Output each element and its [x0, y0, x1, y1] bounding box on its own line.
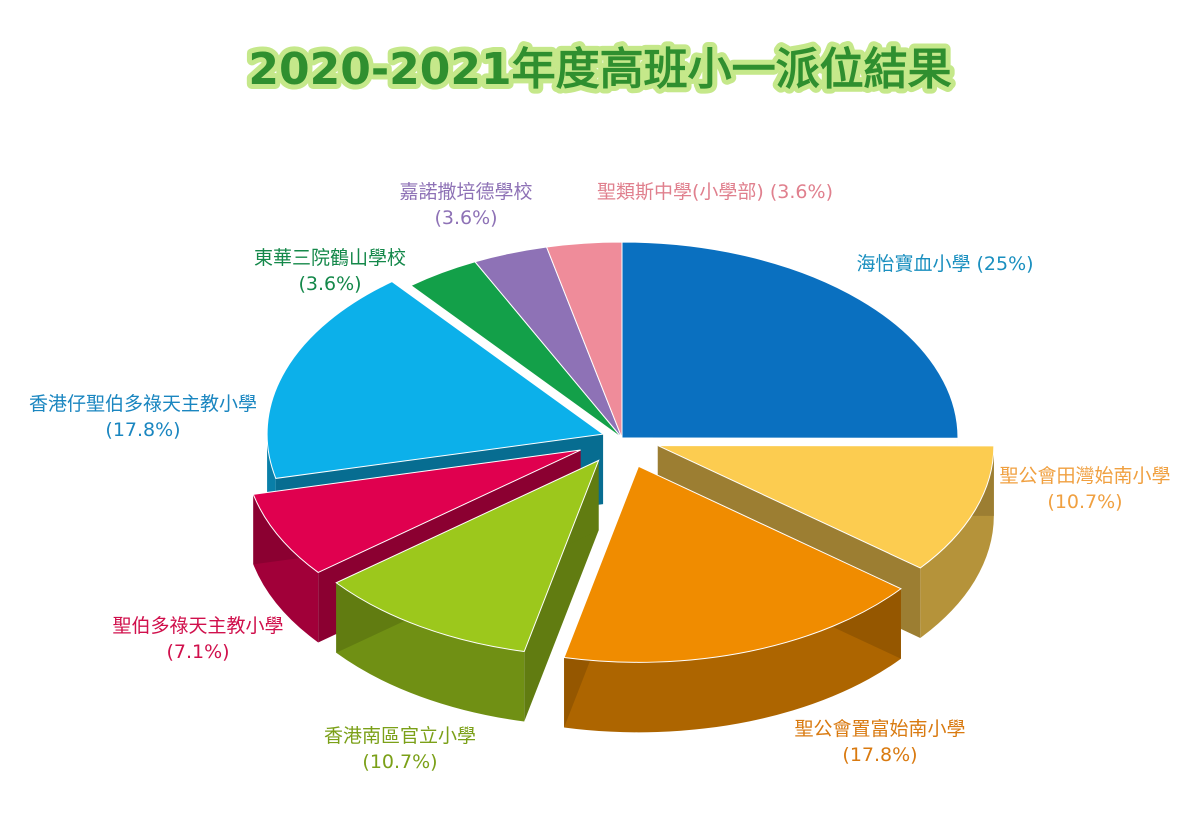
slice-5-label: 聖伯多祿天主教小學 — [112, 615, 283, 637]
slice-9-label: 聖類斯中學(小學部) (3.6%) — [597, 181, 833, 203]
slice-6-label: 香港仔聖伯多祿天主教小學 — [29, 393, 257, 415]
slice-7-value-label: (3.6%) — [298, 273, 361, 295]
pie-label-layer: 海怡寶血小學 (25%) 聖公會田灣始南小學 (10.7%) 聖公會置富始南小學 (17… — [29, 181, 1171, 773]
slice-4-top — [335, 459, 600, 653]
slice-6-value-label: (17.8%) — [105, 419, 180, 441]
slice-5-value-label: (7.1%) — [166, 641, 229, 663]
slice-1-label: 海怡寶血小學 (25%) — [856, 253, 1033, 275]
slice-4-label: 香港南區官立小學 — [324, 725, 476, 747]
slice-4-value-label: (10.7%) — [362, 751, 437, 773]
slice-2-label: 聖公會田灣始南小學 — [999, 465, 1170, 487]
slice-8-value-label: (3.6%) — [434, 207, 497, 229]
slice-3-side — [564, 588, 901, 733]
slice-5-top — [252, 449, 581, 574]
slice-2-side — [920, 445, 994, 638]
slice-7-label: 東華三院鶴山學校 — [254, 247, 406, 269]
slice-6-top — [266, 281, 605, 479]
slice-9-top — [545, 241, 623, 439]
slice-3-value-label: (17.8%) — [842, 744, 917, 766]
slice-1-top — [621, 241, 959, 439]
chart-title: 2020-2021年度高班小一派位結果 — [248, 44, 951, 95]
slice-3-label: 聖公會置富始南小學 — [794, 718, 965, 740]
slice-8-label: 嘉諾撒培德學校 — [399, 181, 532, 203]
slice-2-value-label: (10.7%) — [1047, 491, 1122, 513]
slice-3-top — [563, 465, 902, 663]
pie-top-layer — [252, 241, 995, 663]
slice-2-top — [657, 445, 995, 569]
